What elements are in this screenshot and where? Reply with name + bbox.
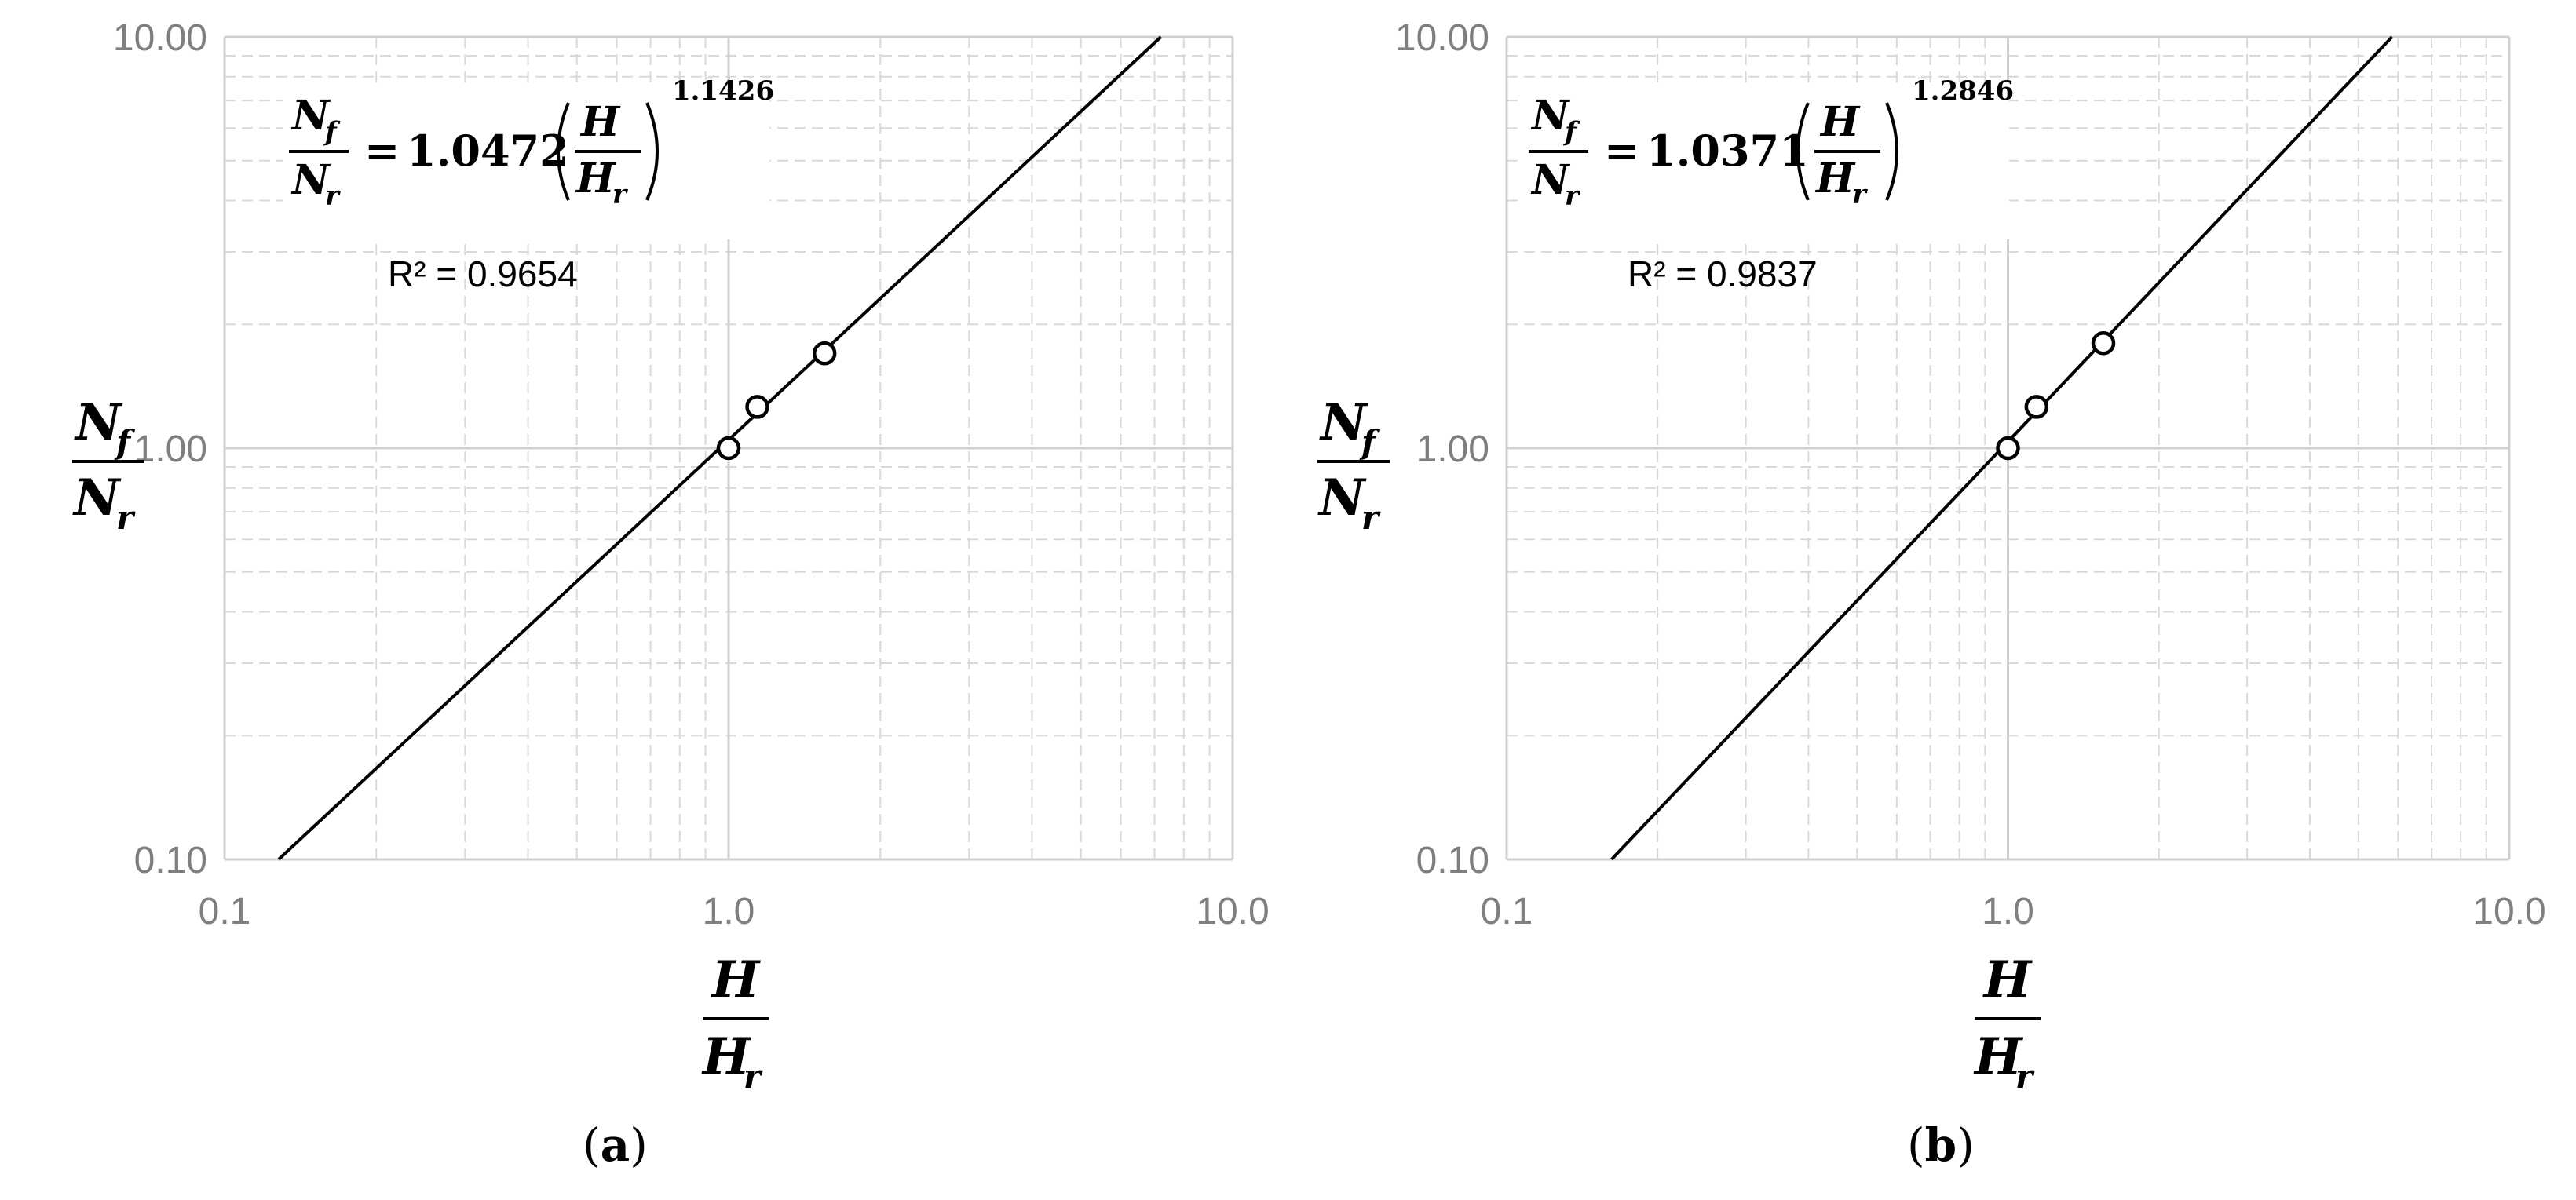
eq-equals: = (1604, 126, 1639, 176)
x-label-denominator-subscript: r (744, 1057, 763, 1096)
r-squared-label: R² = 0.9837 (1628, 253, 1818, 294)
eq-right-paren (645, 102, 659, 201)
eq-exponent: 1.2846 (1912, 75, 2014, 107)
eq-denominator-symbol: N (290, 156, 331, 204)
data-point (1996, 436, 2020, 461)
x-tick-label: 0.1 (199, 891, 251, 932)
eq-numerator-symbol: N (1530, 92, 1571, 140)
y-tick-label: 1.00 (1416, 429, 1489, 470)
y-label-denominator: N (1317, 469, 1367, 527)
equation-background (1522, 82, 2009, 239)
eq-numerator-subscript: f (323, 116, 341, 148)
y-tick-label: 10.00 (1395, 17, 1489, 59)
y-label-denominator-subscript: r (116, 498, 136, 537)
y-label-denominator-subscript: r (1361, 498, 1381, 537)
eq-coefficient: 1.0371 (1646, 126, 1809, 176)
data-point (716, 436, 741, 461)
eq-inner-numerator: H (579, 98, 621, 146)
r-squared-label: R² = 0.9654 (388, 253, 578, 294)
eq-left-paren (1796, 102, 1810, 201)
y-label-denominator: N (72, 469, 122, 527)
eq-denominator-symbol: N (1530, 156, 1571, 204)
x-label-denominator: H (1973, 1027, 2024, 1086)
x-tick-label: 10.0 (1196, 891, 1269, 932)
data-point (745, 395, 769, 419)
x-axis-label: HHr (701, 950, 769, 1096)
eq-inner-denominator: H (1814, 155, 1856, 202)
eq-inner-denominator-subscript: r (612, 179, 628, 210)
x-tick-label: 10.0 (2472, 891, 2545, 932)
x-axis-label: HHr (1973, 950, 2041, 1096)
y-tick-label: 1.00 (134, 429, 207, 470)
eq-numerator-subscript: f (1563, 116, 1580, 148)
eq-inner-denominator: H (575, 155, 616, 202)
eq-left-paren (557, 102, 570, 201)
eq-numerator-symbol: N (290, 92, 331, 140)
x-label-denominator: H (701, 1027, 752, 1086)
eq-inner-numerator: H (1819, 98, 1861, 146)
y-label-numerator-subscript: f (1359, 423, 1381, 461)
x-label-numerator: H (1982, 950, 2033, 1009)
eq-right-paren (1885, 102, 1898, 201)
y-tick-label: 0.10 (1416, 840, 1489, 881)
equation-background (283, 82, 769, 239)
y-label-numerator: N (74, 393, 123, 452)
eq-exponent: 1.1426 (672, 75, 774, 107)
y-label-numerator-subscript: f (114, 423, 136, 461)
x-tick-label: 1.0 (1982, 891, 2034, 932)
x-label-denominator-subscript: r (2015, 1057, 2035, 1096)
eq-inner-denominator-subscript: r (1852, 179, 1868, 210)
data-point (2091, 330, 2116, 356)
eq-denominator-subscript: r (325, 181, 341, 212)
panel-label-a: (a) (583, 1118, 648, 1172)
eq-coefficient: 1.0472 (407, 126, 569, 176)
x-tick-label: 1.0 (703, 891, 755, 932)
y-tick-label: 10.00 (113, 17, 207, 59)
eq-denominator-subscript: r (1565, 181, 1580, 212)
panel-label-b: (b) (1907, 1118, 1975, 1172)
eq-equals: = (364, 126, 400, 176)
y-label-numerator: N (1319, 393, 1368, 452)
x-tick-label: 0.1 (1481, 891, 1533, 932)
data-point (812, 341, 837, 366)
x-label-numerator: H (711, 950, 762, 1009)
data-point (2024, 395, 2049, 419)
y-tick-label: 0.10 (134, 840, 207, 881)
